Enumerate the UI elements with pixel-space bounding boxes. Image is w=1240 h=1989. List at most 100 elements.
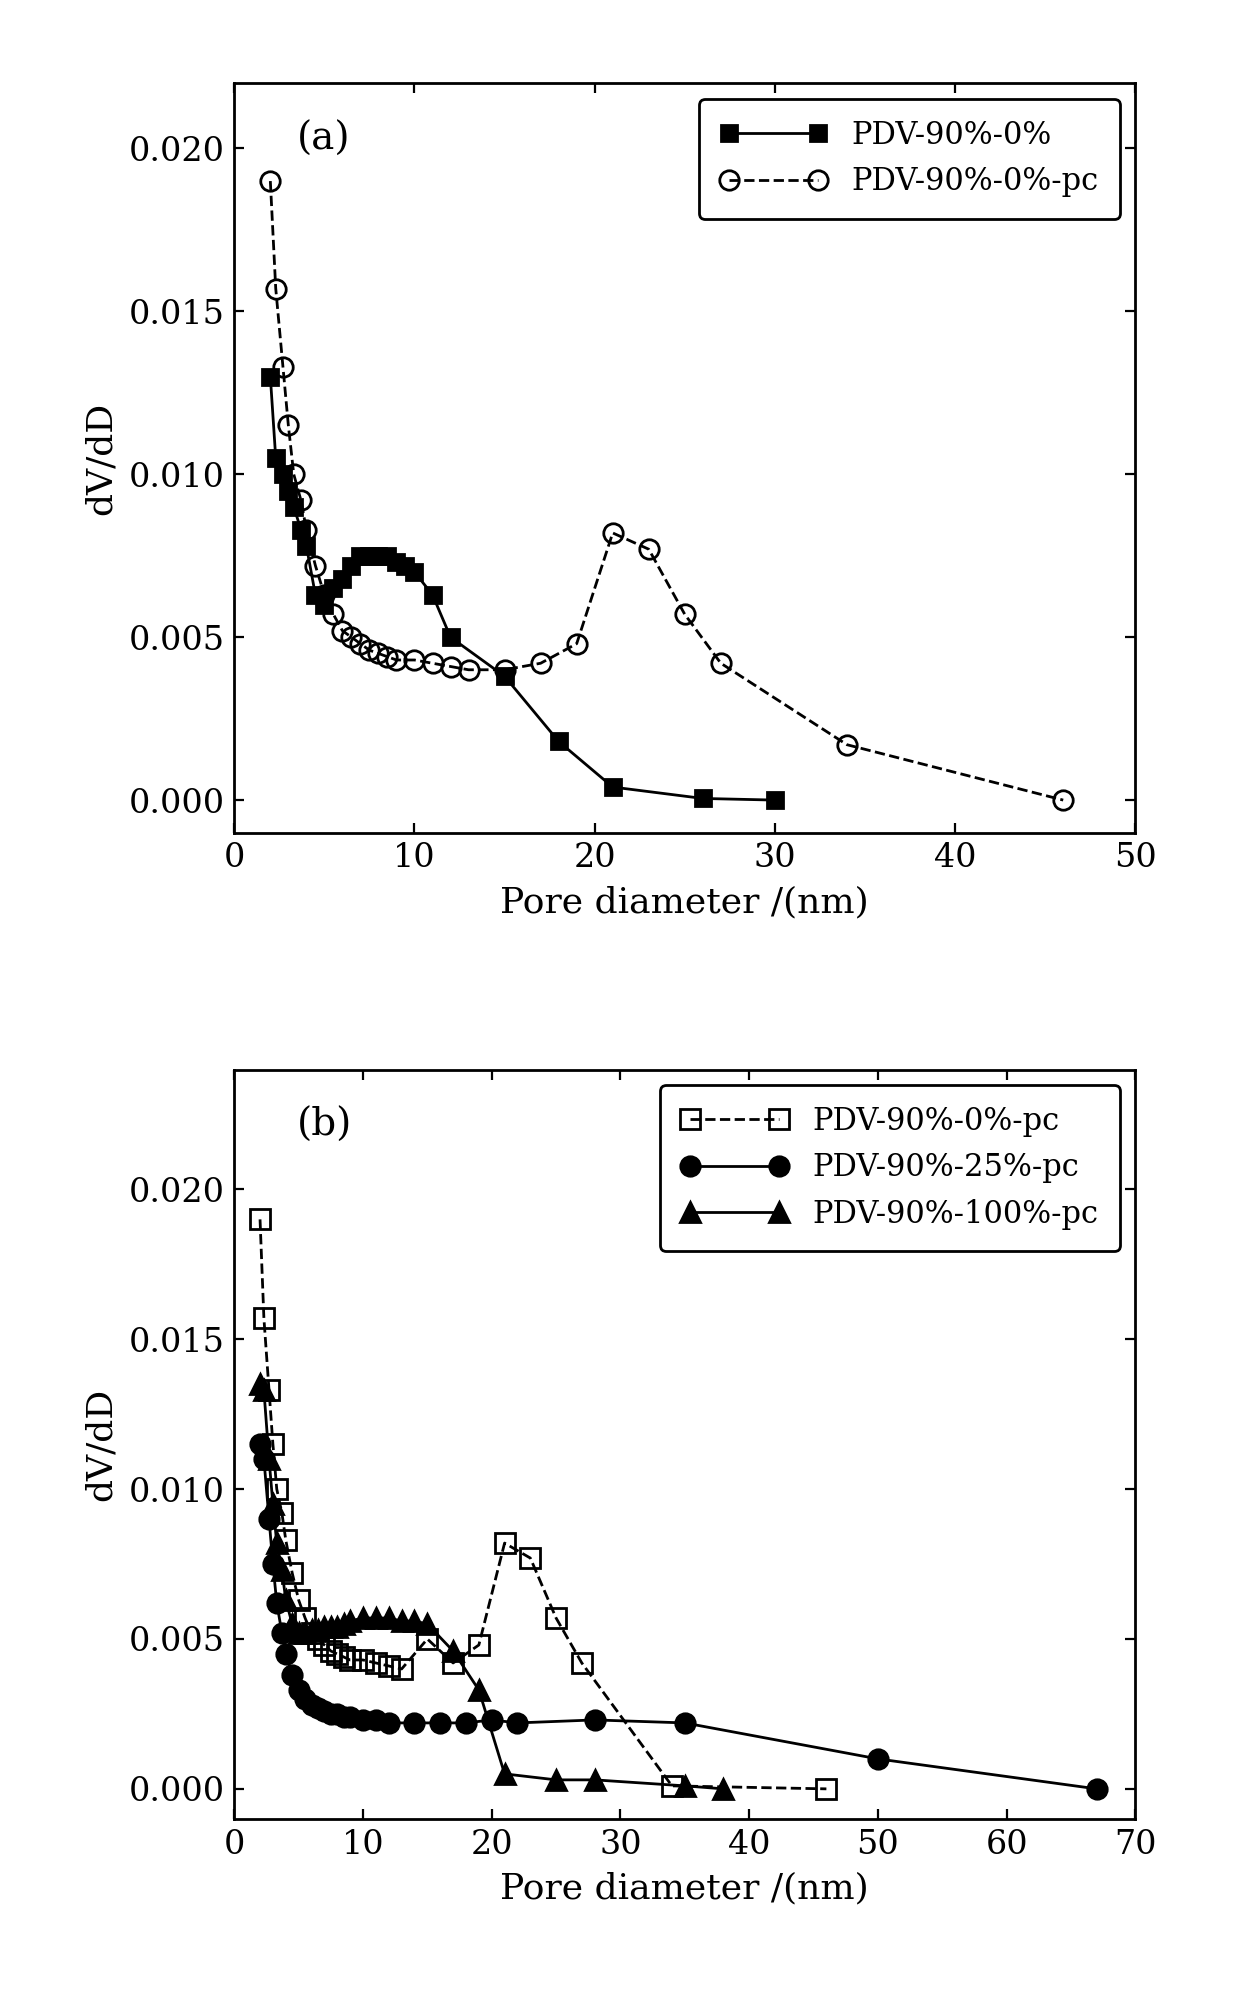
Legend: PDV-90%-0%-pc, PDV-90%-25%-pc, PDV-90%-100%-pc: PDV-90%-0%-pc, PDV-90%-25%-pc, PDV-90%-1… <box>660 1084 1120 1251</box>
PDV-90%-0%-pc <box>317 1633 332 1657</box>
PDV-90%-0% <box>317 593 332 617</box>
PDV-90%-25%-pc <box>324 1703 339 1726</box>
PDV-90%-25%-pc <box>265 1551 280 1575</box>
PDV-90%-0% <box>286 495 301 519</box>
PDV-90%-0% <box>308 583 322 607</box>
PDV-90%-25%-pc <box>485 1709 500 1732</box>
PDV-90%-0%-pc <box>461 658 476 682</box>
PDV-90%-100%-pc <box>677 1774 692 1798</box>
PDV-90%-25%-pc <box>1089 1776 1104 1800</box>
PDV-90%-0% <box>379 543 394 567</box>
PDV-90%-25%-pc <box>459 1711 474 1734</box>
PDV-90%-0%-pc <box>304 1621 319 1645</box>
PDV-90%-0%-pc <box>574 1651 589 1675</box>
Text: (a): (a) <box>298 121 351 157</box>
PDV-90%-0%-pc <box>308 553 322 577</box>
PDV-90%-0%-pc <box>839 732 854 756</box>
PDV-90%-0% <box>389 551 404 575</box>
PDV-90%-0% <box>552 730 567 754</box>
PDV-90%-0% <box>299 533 314 557</box>
PDV-90%-0%-pc <box>317 583 332 607</box>
PDV-90%-25%-pc <box>278 1643 293 1667</box>
PDV-90%-0%-pc <box>548 1605 563 1629</box>
PDV-90%-0%-pc <box>379 644 394 668</box>
PDV-90%-25%-pc <box>310 1697 325 1720</box>
PDV-90%-100%-pc <box>285 1611 300 1635</box>
PDV-90%-100%-pc <box>278 1587 293 1611</box>
PDV-90%-100%-pc <box>356 1605 371 1629</box>
PDV-90%-100%-pc <box>715 1776 730 1800</box>
X-axis label: Pore diameter /(nm): Pore diameter /(nm) <box>501 1872 869 1905</box>
PDV-90%-0%-pc <box>443 654 458 678</box>
PDV-90%-100%-pc <box>330 1615 345 1639</box>
PDV-90%-100%-pc <box>445 1639 460 1663</box>
PDV-90%-0%-pc <box>294 489 309 513</box>
PDV-90%-0% <box>443 625 458 648</box>
PDV-90%-0% <box>343 553 358 577</box>
PDV-90%-25%-pc <box>253 1432 268 1456</box>
PDV-90%-100%-pc <box>382 1605 397 1629</box>
PDV-90%-0%-pc <box>263 169 278 193</box>
PDV-90%-100%-pc <box>407 1609 422 1633</box>
PDV-90%-100%-pc <box>368 1605 383 1629</box>
PDV-90%-0%-pc <box>389 648 404 672</box>
PDV-90%-0%-pc <box>274 1502 289 1526</box>
PDV-90%-0%-pc <box>326 603 341 627</box>
PDV-90%-0%-pc <box>1055 788 1070 812</box>
PDV-90%-25%-pc <box>262 1508 277 1532</box>
PDV-90%-0%-pc <box>605 521 620 545</box>
PDV-90%-0%-pc <box>275 354 290 378</box>
X-axis label: Pore diameter /(nm): Pore diameter /(nm) <box>501 885 869 919</box>
PDV-90%-25%-pc <box>274 1621 289 1645</box>
PDV-90%-0%-pc <box>371 642 386 666</box>
PDV-90%-25%-pc <box>285 1663 300 1687</box>
PDV-90%-100%-pc <box>298 1621 312 1645</box>
PDV-90%-0%-pc <box>533 650 548 674</box>
PDV-90%-0%-pc <box>425 650 440 674</box>
PDV-90%-0%-pc <box>497 658 512 682</box>
PDV-90%-25%-pc <box>304 1693 319 1717</box>
PDV-90%-100%-pc <box>394 1609 409 1633</box>
PDV-90%-100%-pc <box>336 1611 351 1635</box>
PDV-90%-0%-pc <box>268 276 283 300</box>
PDV-90%-100%-pc <box>265 1492 280 1516</box>
PDV-90%-0%-pc <box>368 1651 383 1675</box>
PDV-90%-25%-pc <box>510 1711 525 1734</box>
PDV-90%-0%-pc <box>471 1633 486 1657</box>
PDV-90%-100%-pc <box>324 1615 339 1639</box>
PDV-90%-0%-pc <box>677 603 692 627</box>
PDV-90%-100%-pc <box>310 1619 325 1643</box>
PDV-90%-0%-pc <box>342 1649 357 1673</box>
PDV-90%-25%-pc <box>382 1711 397 1734</box>
Line: PDV-90%-0%: PDV-90%-0% <box>262 368 784 808</box>
PDV-90%-0%-pc <box>299 517 314 541</box>
PDV-90%-0%-pc <box>269 1478 284 1502</box>
PDV-90%-100%-pc <box>497 1762 512 1786</box>
Text: (b): (b) <box>298 1108 352 1144</box>
PDV-90%-0%-pc <box>286 461 301 485</box>
PDV-90%-0%-pc <box>310 1627 325 1651</box>
PDV-90%-0% <box>362 543 377 567</box>
PDV-90%-25%-pc <box>588 1709 603 1732</box>
PDV-90%-25%-pc <box>433 1711 448 1734</box>
PDV-90%-100%-pc <box>257 1378 272 1402</box>
Line: PDV-90%-0%-pc: PDV-90%-0%-pc <box>260 171 1073 810</box>
PDV-90%-0%-pc <box>330 1643 345 1667</box>
PDV-90%-25%-pc <box>257 1448 272 1472</box>
PDV-90%-0%-pc <box>641 537 656 561</box>
PDV-90%-0%-pc <box>335 619 350 642</box>
PDV-90%-0% <box>353 543 368 567</box>
PDV-90%-25%-pc <box>677 1711 692 1734</box>
PDV-90%-100%-pc <box>253 1372 268 1396</box>
Y-axis label: dV/dD: dV/dD <box>83 1388 118 1502</box>
PDV-90%-100%-pc <box>420 1611 435 1635</box>
PDV-90%-100%-pc <box>291 1621 306 1645</box>
PDV-90%-0%-pc <box>298 1605 312 1629</box>
PDV-90%-0% <box>294 517 309 541</box>
PDV-90%-100%-pc <box>548 1768 563 1792</box>
PDV-90%-100%-pc <box>304 1619 319 1643</box>
PDV-90%-0% <box>425 583 440 607</box>
Y-axis label: dV/dD: dV/dD <box>83 402 118 515</box>
PDV-90%-25%-pc <box>291 1679 306 1703</box>
PDV-90%-25%-pc <box>330 1703 345 1726</box>
